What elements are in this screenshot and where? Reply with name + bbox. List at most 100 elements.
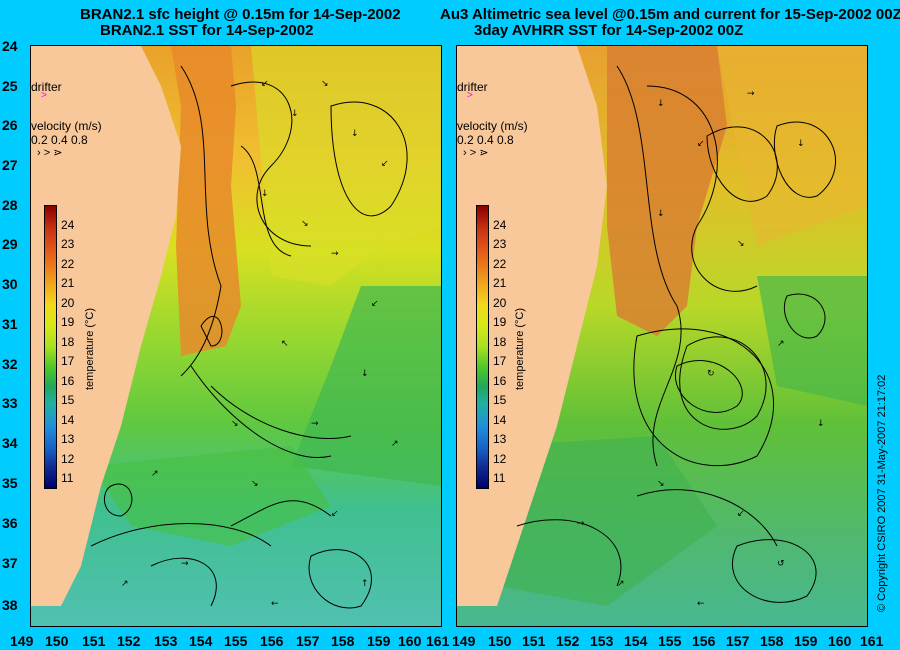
svg-text:↘: ↘: [657, 479, 665, 489]
svg-text:↺: ↺: [777, 559, 785, 569]
lon-label: 159: [367, 633, 391, 649]
svg-text:→: →: [331, 249, 339, 259]
lat-label: 24: [2, 38, 18, 54]
lon-label: 155: [658, 633, 682, 649]
lat-label: 25: [2, 78, 18, 94]
left-title-line1: BRAN2.1 sfc height @ 0.15m for 14-Sep-20…: [80, 6, 401, 23]
right-colorbar: [476, 205, 489, 489]
lat-label: 34: [2, 435, 18, 451]
left-title-line2: BRAN2.1 SST for 14-Sep-2002: [100, 22, 314, 39]
svg-text:↓: ↓: [361, 369, 369, 379]
svg-text:←: ←: [271, 599, 279, 609]
cb-tick: 15: [61, 393, 75, 407]
cb-tick: 14: [61, 413, 75, 427]
lon-label: 150: [488, 633, 512, 649]
lon-label: 152: [117, 633, 141, 649]
cb-tick: 20: [61, 296, 75, 310]
cb-tick: 13: [61, 432, 75, 446]
lat-label: 28: [2, 197, 18, 213]
lon-label: 153: [590, 633, 614, 649]
svg-text:→: →: [181, 559, 189, 569]
cb-tick: 24: [493, 218, 507, 232]
velocity-scale: 0.2 0.4 0.8: [31, 133, 88, 147]
cb-tick: 12: [493, 452, 507, 466]
svg-text:→: →: [577, 519, 585, 529]
svg-text:↑: ↑: [361, 579, 369, 589]
cb-tick: 16: [61, 374, 75, 388]
velocity-arrows-icon: › > ⋗: [37, 147, 63, 159]
drifter-label: drifter: [31, 80, 62, 94]
lon-label: 160: [828, 633, 852, 649]
cb-tick: 22: [493, 257, 507, 271]
cb-tick: 13: [493, 432, 507, 446]
svg-text:↙: ↙: [371, 299, 379, 309]
cb-tick: 21: [493, 276, 507, 290]
right-drifter-marker-icon: >: [467, 90, 473, 101]
lon-label: 154: [189, 633, 213, 649]
lon-label: 150: [45, 633, 69, 649]
cb-tick: 23: [61, 237, 75, 251]
svg-text:↘: ↘: [251, 479, 259, 489]
left-sst-map: ↙ ↓ ↘ ↓ ↙ ↓ ↘ → ↙ ↖ ↘ → ↓ ↗ ↗ ↘ ↙ → ↑ ← ↗: [31, 46, 441, 626]
lon-label: 158: [331, 633, 355, 649]
svg-text:↓: ↓: [797, 139, 805, 149]
cb-tick: 11: [61, 471, 74, 485]
lon-label: 156: [692, 633, 716, 649]
lat-label: 32: [2, 356, 18, 372]
svg-text:↘: ↘: [231, 419, 239, 429]
lat-label: 26: [2, 117, 18, 133]
right-drifter-label: drifter: [457, 80, 488, 94]
lon-label: 149: [10, 633, 34, 649]
lat-label: 37: [2, 555, 18, 571]
lon-label: 159: [794, 633, 818, 649]
lon-label: 153: [154, 633, 178, 649]
cb-tick: 23: [493, 237, 507, 251]
lon-label: 158: [760, 633, 784, 649]
right-map-panel: ↓ ↙ → ↓ ↓ ↘ ↻ ↗ ↓ ↘ → ↙ ↺ ↗ ← drifter > velocity (…: [456, 45, 868, 627]
left-colorbar: [44, 205, 57, 489]
drifter-marker-icon: >: [41, 90, 47, 101]
svg-text:↙: ↙: [737, 509, 745, 519]
lon-label: 157: [726, 633, 750, 649]
lat-label: 33: [2, 395, 18, 411]
copyright-text: © Copyright CSIRO 2007 31-May-2007 21:17…: [876, 374, 888, 612]
right-title-line1: Au3 Altimetric sea level @0.15m and curr…: [440, 6, 900, 23]
svg-text:↘: ↘: [737, 239, 745, 249]
lon-label: 155: [224, 633, 248, 649]
svg-text:↓: ↓: [351, 129, 359, 139]
svg-text:←: ←: [697, 599, 705, 609]
lon-label: 154: [624, 633, 648, 649]
lon-label: 160: [398, 633, 422, 649]
svg-text:↗: ↗: [391, 439, 399, 449]
lat-label: 30: [2, 276, 18, 292]
left-colorbar-label: temperature (°C): [84, 307, 96, 390]
right-colorbar-label: temperature (°C): [514, 307, 526, 390]
svg-text:↗: ↗: [777, 339, 785, 349]
lat-label: 31: [2, 316, 18, 332]
svg-text:↖: ↖: [281, 339, 289, 349]
lon-label: 161: [860, 633, 884, 649]
lat-label: 36: [2, 515, 18, 531]
svg-text:↓: ↓: [657, 209, 665, 219]
svg-text:→: →: [311, 419, 319, 429]
lon-label: 161: [426, 633, 450, 649]
velocity-label: velocity (m/s): [31, 119, 102, 133]
right-title-line2: 3day AVHRR SST for 14-Sep-2002 00Z: [474, 22, 744, 39]
cb-tick: 22: [61, 257, 75, 271]
lon-label: 152: [556, 633, 580, 649]
right-velocity-label: velocity (m/s): [457, 119, 528, 133]
svg-text:↓: ↓: [261, 189, 269, 199]
lon-label: 156: [260, 633, 284, 649]
cb-tick: 11: [493, 471, 506, 485]
svg-text:↙: ↙: [261, 79, 269, 89]
svg-text:↙: ↙: [697, 139, 705, 149]
cb-tick: 18: [61, 335, 75, 349]
lat-label: 35: [2, 475, 18, 491]
svg-text:↘: ↘: [321, 79, 329, 89]
svg-text:→: →: [747, 89, 755, 99]
lat-label: 38: [2, 597, 18, 613]
svg-text:↗: ↗: [617, 579, 625, 589]
svg-text:↗: ↗: [121, 579, 129, 589]
cb-tick: 14: [493, 413, 507, 427]
cb-tick: 16: [493, 374, 507, 388]
